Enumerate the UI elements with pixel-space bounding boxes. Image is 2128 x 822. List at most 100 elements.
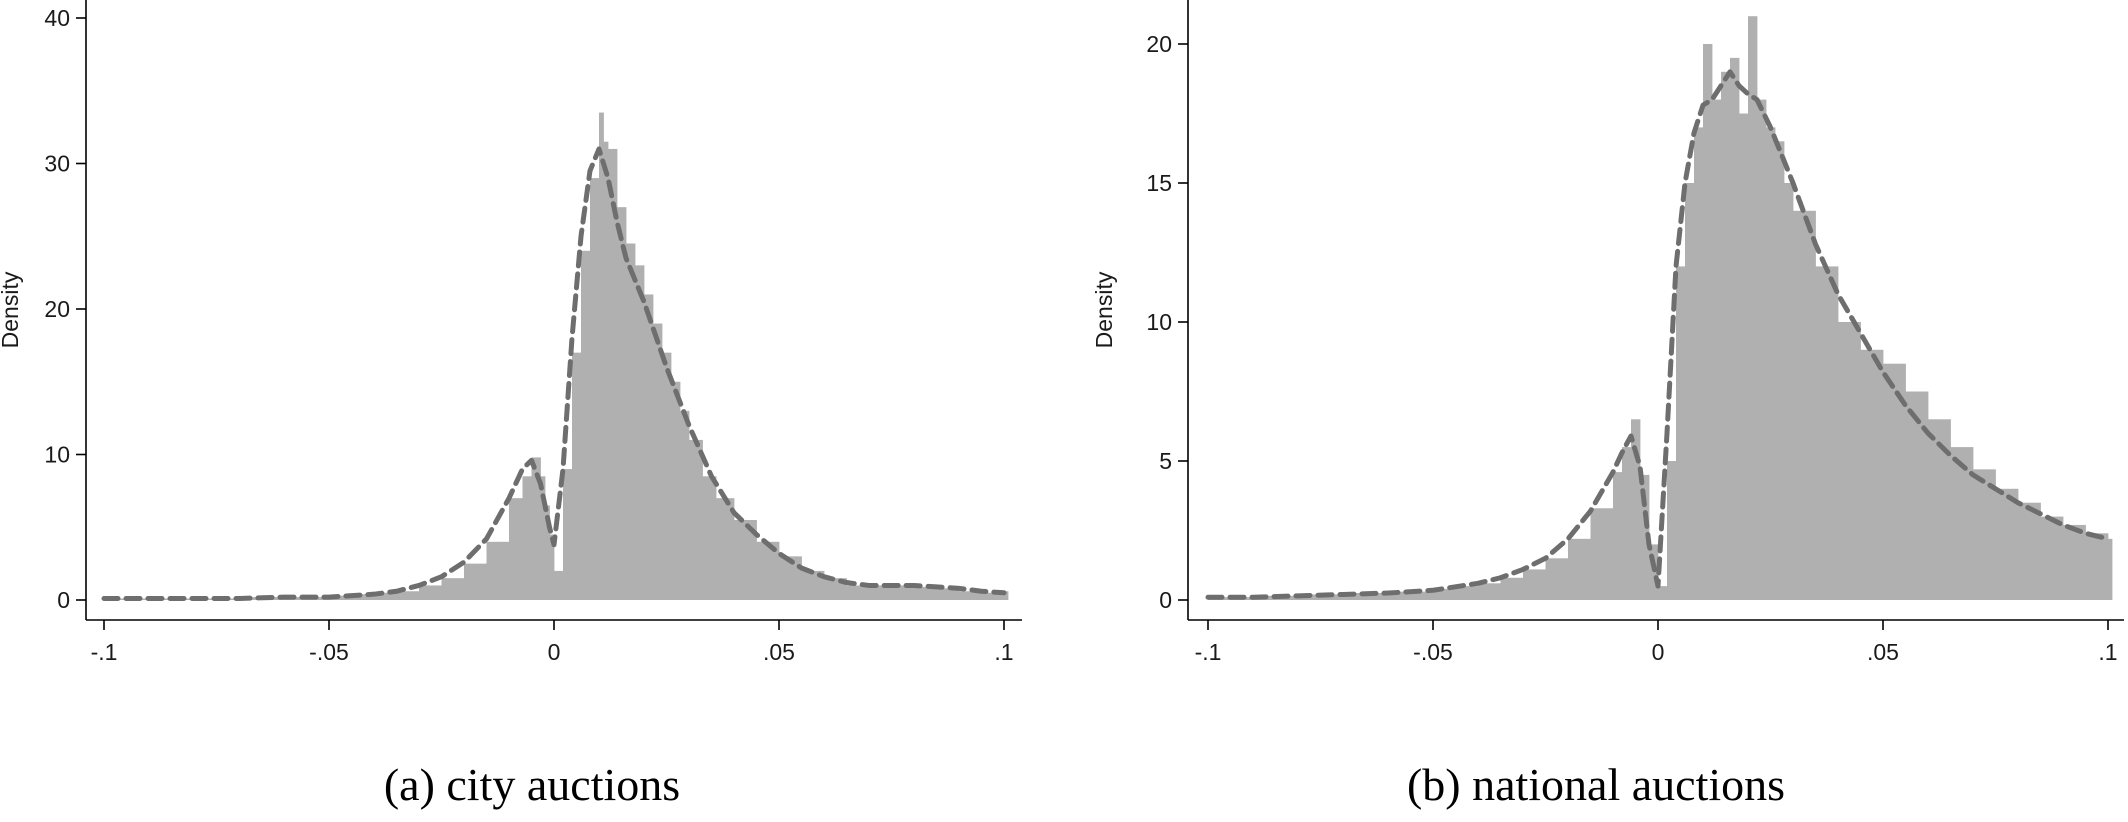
histogram-bar [1649, 544, 1659, 600]
y-tick-label: 10 [44, 442, 70, 468]
histogram-bar [603, 141, 609, 600]
histogram-bar [1860, 349, 1884, 600]
x-tick-label: -.1 [91, 639, 118, 660]
density-curve [1205, 69, 2111, 600]
x-tick-label: -.1 [1195, 639, 1222, 660]
histogram-bar [689, 439, 703, 600]
histogram-bar [509, 498, 523, 600]
histogram-bar [1766, 127, 1776, 601]
histogram-bar [869, 585, 892, 600]
histogram-bar [1883, 363, 1906, 600]
histogram-bar [1676, 266, 1686, 600]
histogram-bar [1950, 447, 1974, 600]
y-tick-label: 20 [44, 296, 70, 322]
histogram-bar [590, 178, 600, 601]
density-curve-layer [1205, 69, 2111, 600]
y-axis-label: Density [0, 271, 23, 348]
histogram-bar [545, 505, 550, 600]
histogram-bar [549, 534, 555, 600]
histogram-bar [662, 352, 672, 600]
histogram-bar [626, 243, 636, 600]
histogram-bar [1667, 461, 1677, 600]
histogram-bar [635, 265, 645, 600]
histogram-bar [396, 591, 420, 600]
y-axis-ticks: 0 5 10 15 20 [1146, 31, 1188, 613]
histogram-bar [1478, 583, 1501, 600]
histogram-bar [419, 585, 442, 600]
histogram-bar [801, 570, 825, 600]
y-tick-label: 30 [44, 151, 70, 177]
histogram-bar [1775, 141, 1785, 601]
x-tick-label: .05 [1867, 639, 1899, 660]
histogram-bar [702, 476, 717, 600]
histogram-bar [653, 323, 663, 600]
histogram-bar [1748, 16, 1758, 600]
histogram-bar [1730, 57, 1740, 600]
histogram-bar [1685, 183, 1695, 600]
x-axis-ticks: -.1 -.05 0 .05 .1 [1195, 620, 2118, 660]
histogram-bar [441, 578, 465, 600]
histogram-bar [1658, 586, 1668, 600]
y-tick-label: 0 [57, 587, 70, 613]
histogram-bar [1455, 586, 1479, 600]
histogram-bar [1703, 44, 1713, 600]
x-tick-label: .1 [994, 639, 1013, 660]
histogram-bar [572, 352, 582, 600]
histogram-bar [531, 457, 541, 600]
y-tick-label: 0 [1159, 587, 1172, 613]
histogram-bar [563, 469, 573, 600]
histogram-bar [2018, 502, 2041, 600]
y-tick-label: 15 [1146, 170, 1172, 196]
histogram-bar [540, 476, 546, 600]
histogram-bar [608, 148, 618, 600]
histogram-bar [1568, 538, 1591, 600]
histogram-bar [617, 207, 627, 600]
histogram-bar [1640, 474, 1650, 600]
density-curve [101, 146, 1007, 602]
histogram-bar [1757, 99, 1767, 600]
histogram-bar [374, 592, 397, 600]
y-tick-label: 20 [1146, 31, 1172, 57]
histogram-bar [1928, 419, 1951, 600]
histogram-bar [680, 410, 690, 600]
histogram-bar [599, 112, 604, 600]
histogram-bars [1208, 16, 2113, 601]
histogram-bar [936, 588, 960, 600]
x-tick-label: -.05 [309, 639, 349, 660]
histogram-bar [1905, 391, 1929, 600]
histogram-bar [464, 563, 487, 601]
histogram-bar [756, 541, 780, 600]
y-tick-label: 5 [1159, 448, 1172, 474]
histogram-bar [351, 594, 375, 600]
histogram-bar [1995, 488, 2019, 600]
histogram-bar [554, 570, 564, 600]
histogram-bar [1784, 183, 1794, 600]
histogram-bar [644, 294, 654, 600]
density-curve-layer [101, 146, 1007, 602]
histogram-bar [1712, 99, 1722, 600]
histogram-bar [2085, 533, 2109, 600]
x-tick-label: 0 [548, 639, 561, 660]
histogram-bar [1433, 588, 1456, 600]
histogram-bar [1622, 447, 1632, 600]
histogram-bar [1739, 113, 1749, 600]
y-tick-label: 40 [44, 5, 70, 31]
histogram-bar [1545, 558, 1569, 600]
histogram-bar [914, 586, 937, 600]
histogram-bar [779, 556, 802, 600]
histogram-bar [522, 476, 532, 600]
histogram-bar [981, 592, 1005, 600]
histogram-bar [1838, 322, 1861, 600]
y-axis-label: Density [1091, 271, 1117, 348]
histogram-bar [1694, 127, 1704, 601]
histogram-bar [1721, 71, 1731, 601]
histogram-bar [1523, 569, 1546, 600]
histogram-bar [2040, 516, 2064, 600]
histogram-bar [716, 498, 735, 600]
histogram-bar [1004, 591, 1009, 600]
histogram-bar [846, 585, 870, 600]
